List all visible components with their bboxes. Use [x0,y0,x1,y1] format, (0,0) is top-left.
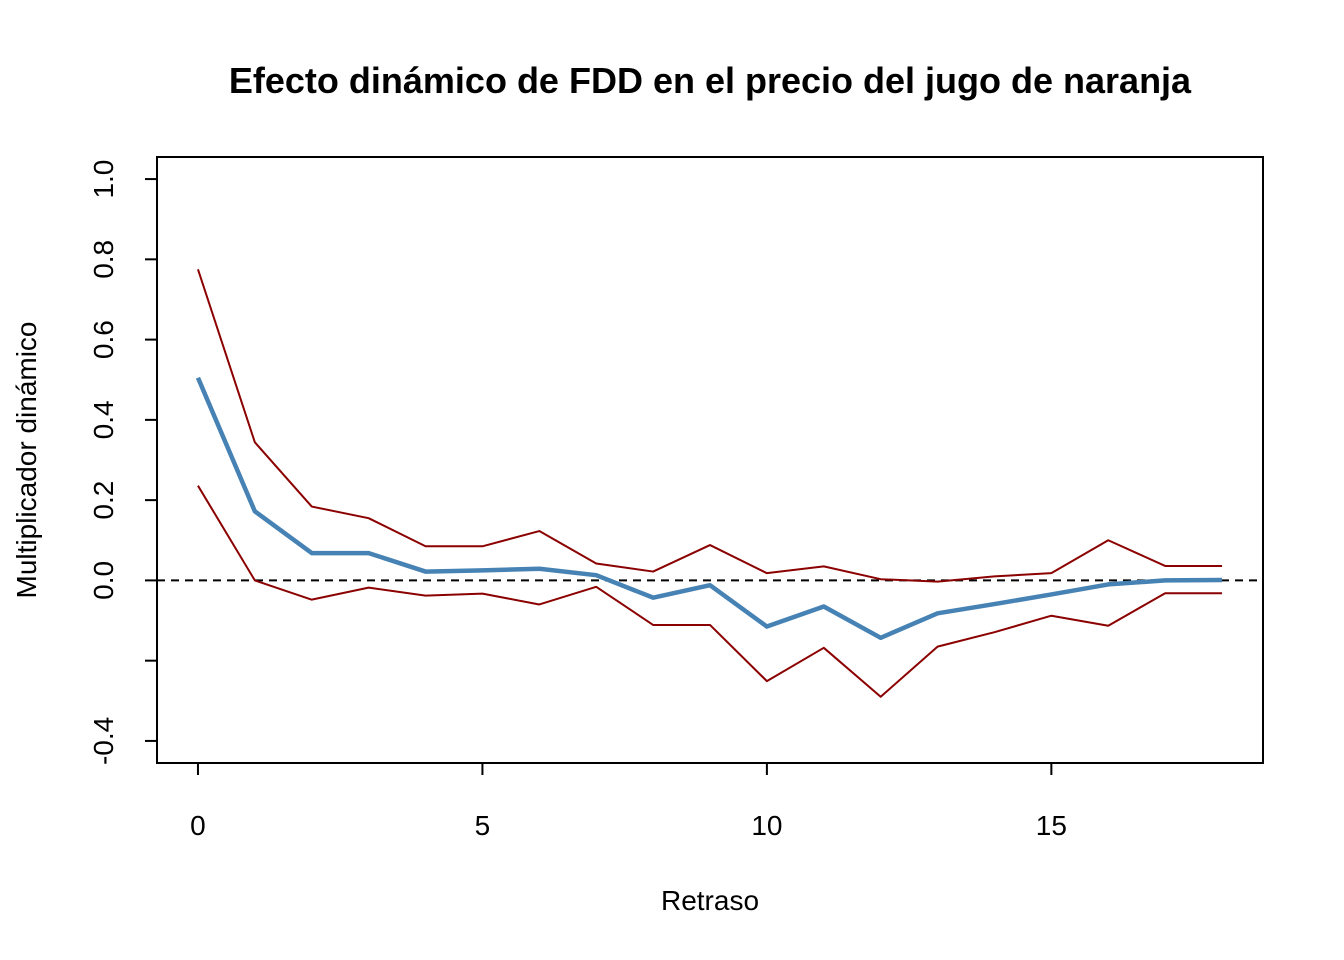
x-tick-label: 0 [190,810,206,841]
y-tick-label: 0.6 [88,320,119,359]
y-axis: -0.4 0.0 0.2 0.4 0.6 0.8 1.0 [88,160,157,765]
x-tick-label: 5 [475,810,491,841]
y-tick-label: 1.0 [88,160,119,199]
x-axis-label: Retraso [661,885,759,916]
series-layer [195,269,1223,698]
series-line-upper-bound [197,269,1223,583]
y-tick-label: 0.8 [88,240,119,279]
chart-title: Efecto dinámico de FDD en el precio del … [229,60,1192,101]
y-axis-label: Multiplicador dinámico [11,321,42,598]
x-axis: 0 5 10 15 [190,763,1067,841]
series-line-lower-bound [197,485,1223,698]
y-tick-label: -0.4 [88,717,119,765]
series-line-estimate [195,376,1223,641]
x-tick-label: 10 [751,810,782,841]
plot-frame [156,156,1264,764]
y-tick-label: 0.4 [88,400,119,439]
x-tick-label: 15 [1036,810,1067,841]
y-tick-label: 0.2 [88,481,119,520]
y-tick-label: 0.0 [88,561,119,600]
